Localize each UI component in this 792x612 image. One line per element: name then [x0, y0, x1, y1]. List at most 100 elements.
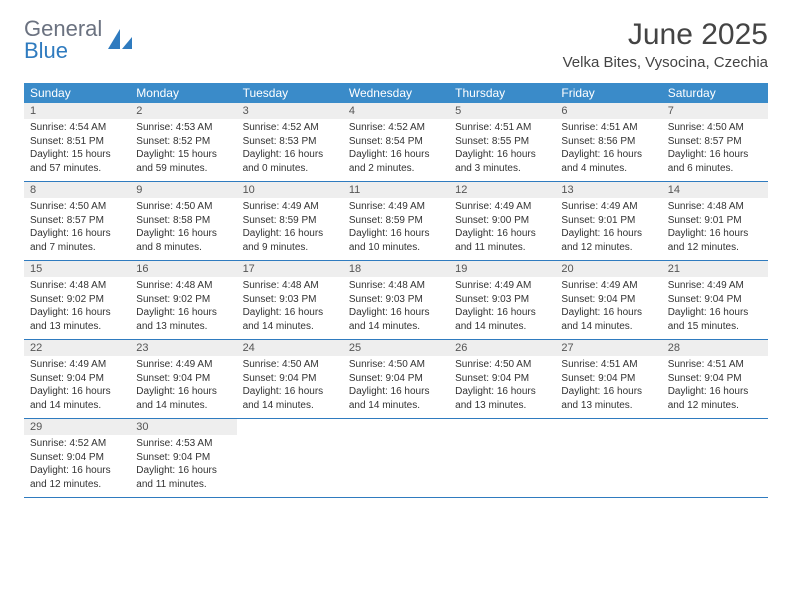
sunset-line: Sunset: 8:54 PM [349, 135, 443, 149]
sunset-line: Sunset: 9:04 PM [668, 372, 762, 386]
day-number: 16 [130, 261, 236, 277]
sunrise-line: Sunrise: 4:50 AM [455, 358, 549, 372]
weekday-thu: Thursday [449, 83, 555, 103]
day-cell: 1Sunrise: 4:54 AMSunset: 8:51 PMDaylight… [24, 103, 130, 181]
daylight-line: Daylight: 16 hours and 14 minutes. [561, 306, 655, 333]
sunrise-line: Sunrise: 4:52 AM [30, 437, 124, 451]
day-cell: 25Sunrise: 4:50 AMSunset: 9:04 PMDayligh… [343, 340, 449, 418]
day-number: 22 [24, 340, 130, 356]
day-cell: 4Sunrise: 4:52 AMSunset: 8:54 PMDaylight… [343, 103, 449, 181]
weekday-sun: Sunday [24, 83, 130, 103]
day-number: 4 [343, 103, 449, 119]
weekday-fri: Friday [555, 83, 661, 103]
daylight-line: Daylight: 15 hours and 59 minutes. [136, 148, 230, 175]
day-info: Sunrise: 4:50 AMSunset: 9:04 PMDaylight:… [237, 356, 343, 412]
daylight-line: Daylight: 16 hours and 9 minutes. [243, 227, 337, 254]
daylight-line: Daylight: 16 hours and 12 minutes. [561, 227, 655, 254]
day-info: Sunrise: 4:50 AMSunset: 9:04 PMDaylight:… [449, 356, 555, 412]
week-row: 29Sunrise: 4:52 AMSunset: 9:04 PMDayligh… [24, 419, 768, 498]
title-block: June 2025 Velka Bites, Vysocina, Czechia [563, 18, 768, 71]
day-cell: 5Sunrise: 4:51 AMSunset: 8:55 PMDaylight… [449, 103, 555, 181]
sunrise-line: Sunrise: 4:48 AM [136, 279, 230, 293]
sunset-line: Sunset: 8:53 PM [243, 135, 337, 149]
day-number: 17 [237, 261, 343, 277]
sunset-line: Sunset: 8:55 PM [455, 135, 549, 149]
sunset-line: Sunset: 9:04 PM [30, 451, 124, 465]
sunset-line: Sunset: 9:04 PM [561, 293, 655, 307]
daylight-line: Daylight: 16 hours and 4 minutes. [561, 148, 655, 175]
day-cell: 10Sunrise: 4:49 AMSunset: 8:59 PMDayligh… [237, 182, 343, 260]
day-number: 14 [662, 182, 768, 198]
sunrise-line: Sunrise: 4:51 AM [561, 121, 655, 135]
day-info: Sunrise: 4:48 AMSunset: 9:03 PMDaylight:… [237, 277, 343, 333]
day-info: Sunrise: 4:50 AMSunset: 9:04 PMDaylight:… [343, 356, 449, 412]
day-info: Sunrise: 4:49 AMSunset: 8:59 PMDaylight:… [237, 198, 343, 254]
day-number: 11 [343, 182, 449, 198]
sunrise-line: Sunrise: 4:49 AM [561, 200, 655, 214]
daylight-line: Daylight: 16 hours and 13 minutes. [30, 306, 124, 333]
location: Velka Bites, Vysocina, Czechia [563, 54, 768, 71]
day-info: Sunrise: 4:49 AMSunset: 9:04 PMDaylight:… [24, 356, 130, 412]
day-number: 21 [662, 261, 768, 277]
day-number: 25 [343, 340, 449, 356]
day-cell: 18Sunrise: 4:48 AMSunset: 9:03 PMDayligh… [343, 261, 449, 339]
day-cell: 21Sunrise: 4:49 AMSunset: 9:04 PMDayligh… [662, 261, 768, 339]
day-cell: 22Sunrise: 4:49 AMSunset: 9:04 PMDayligh… [24, 340, 130, 418]
sunset-line: Sunset: 9:03 PM [455, 293, 549, 307]
daylight-line: Daylight: 16 hours and 14 minutes. [349, 306, 443, 333]
day-info: Sunrise: 4:49 AMSunset: 9:04 PMDaylight:… [662, 277, 768, 333]
day-cell: 19Sunrise: 4:49 AMSunset: 9:03 PMDayligh… [449, 261, 555, 339]
sunrise-line: Sunrise: 4:49 AM [243, 200, 337, 214]
daylight-line: Daylight: 16 hours and 13 minutes. [136, 306, 230, 333]
daylight-line: Daylight: 16 hours and 14 minutes. [349, 385, 443, 412]
day-number: 7 [662, 103, 768, 119]
sunrise-line: Sunrise: 4:54 AM [30, 121, 124, 135]
day-info: Sunrise: 4:51 AMSunset: 9:04 PMDaylight:… [555, 356, 661, 412]
day-cell: 28Sunrise: 4:51 AMSunset: 9:04 PMDayligh… [662, 340, 768, 418]
daylight-line: Daylight: 16 hours and 7 minutes. [30, 227, 124, 254]
day-number: 19 [449, 261, 555, 277]
calendar-body: 1Sunrise: 4:54 AMSunset: 8:51 PMDaylight… [24, 103, 768, 498]
day-cell [449, 419, 555, 497]
day-info: Sunrise: 4:51 AMSunset: 8:55 PMDaylight:… [449, 119, 555, 175]
day-number: 8 [24, 182, 130, 198]
day-cell: 2Sunrise: 4:53 AMSunset: 8:52 PMDaylight… [130, 103, 236, 181]
day-info: Sunrise: 4:51 AMSunset: 8:56 PMDaylight:… [555, 119, 661, 175]
day-info: Sunrise: 4:48 AMSunset: 9:02 PMDaylight:… [130, 277, 236, 333]
sunrise-line: Sunrise: 4:49 AM [561, 279, 655, 293]
day-cell: 20Sunrise: 4:49 AMSunset: 9:04 PMDayligh… [555, 261, 661, 339]
daylight-line: Daylight: 16 hours and 2 minutes. [349, 148, 443, 175]
sunrise-line: Sunrise: 4:53 AM [136, 121, 230, 135]
daylight-line: Daylight: 16 hours and 11 minutes. [455, 227, 549, 254]
weekday-header: Sunday Monday Tuesday Wednesday Thursday… [24, 83, 768, 103]
daylight-line: Daylight: 16 hours and 13 minutes. [455, 385, 549, 412]
day-cell [555, 419, 661, 497]
daylight-line: Daylight: 16 hours and 12 minutes. [30, 464, 124, 491]
sunset-line: Sunset: 8:59 PM [243, 214, 337, 228]
day-number: 5 [449, 103, 555, 119]
sunrise-line: Sunrise: 4:48 AM [668, 200, 762, 214]
sunrise-line: Sunrise: 4:48 AM [349, 279, 443, 293]
daylight-line: Daylight: 16 hours and 12 minutes. [668, 385, 762, 412]
day-number: 12 [449, 182, 555, 198]
day-cell [343, 419, 449, 497]
daylight-line: Daylight: 16 hours and 13 minutes. [561, 385, 655, 412]
day-number: 29 [24, 419, 130, 435]
sunset-line: Sunset: 9:01 PM [561, 214, 655, 228]
day-info: Sunrise: 4:49 AMSunset: 9:04 PMDaylight:… [130, 356, 236, 412]
sunset-line: Sunset: 9:03 PM [349, 293, 443, 307]
day-cell: 29 Sunrise: 4:52 AMSunset: 9:04 PMDayligh… [24, 419, 130, 497]
sunset-line: Sunset: 8:57 PM [30, 214, 124, 228]
sunrise-line: Sunrise: 4:51 AM [455, 121, 549, 135]
daylight-line: Daylight: 16 hours and 10 minutes. [349, 227, 443, 254]
day-number: 9 [130, 182, 236, 198]
day-number: 13 [555, 182, 661, 198]
daylight-line: Daylight: 16 hours and 12 minutes. [668, 227, 762, 254]
daylight-line: Daylight: 16 hours and 11 minutes. [136, 464, 230, 491]
sunrise-line: Sunrise: 4:53 AM [136, 437, 230, 451]
daylight-line: Daylight: 15 hours and 57 minutes. [30, 148, 124, 175]
sunset-line: Sunset: 9:04 PM [30, 372, 124, 386]
day-number: 3 [237, 103, 343, 119]
week-row: 15Sunrise: 4:48 AMSunset: 9:02 PMDayligh… [24, 261, 768, 340]
sunrise-line: Sunrise: 4:49 AM [349, 200, 443, 214]
